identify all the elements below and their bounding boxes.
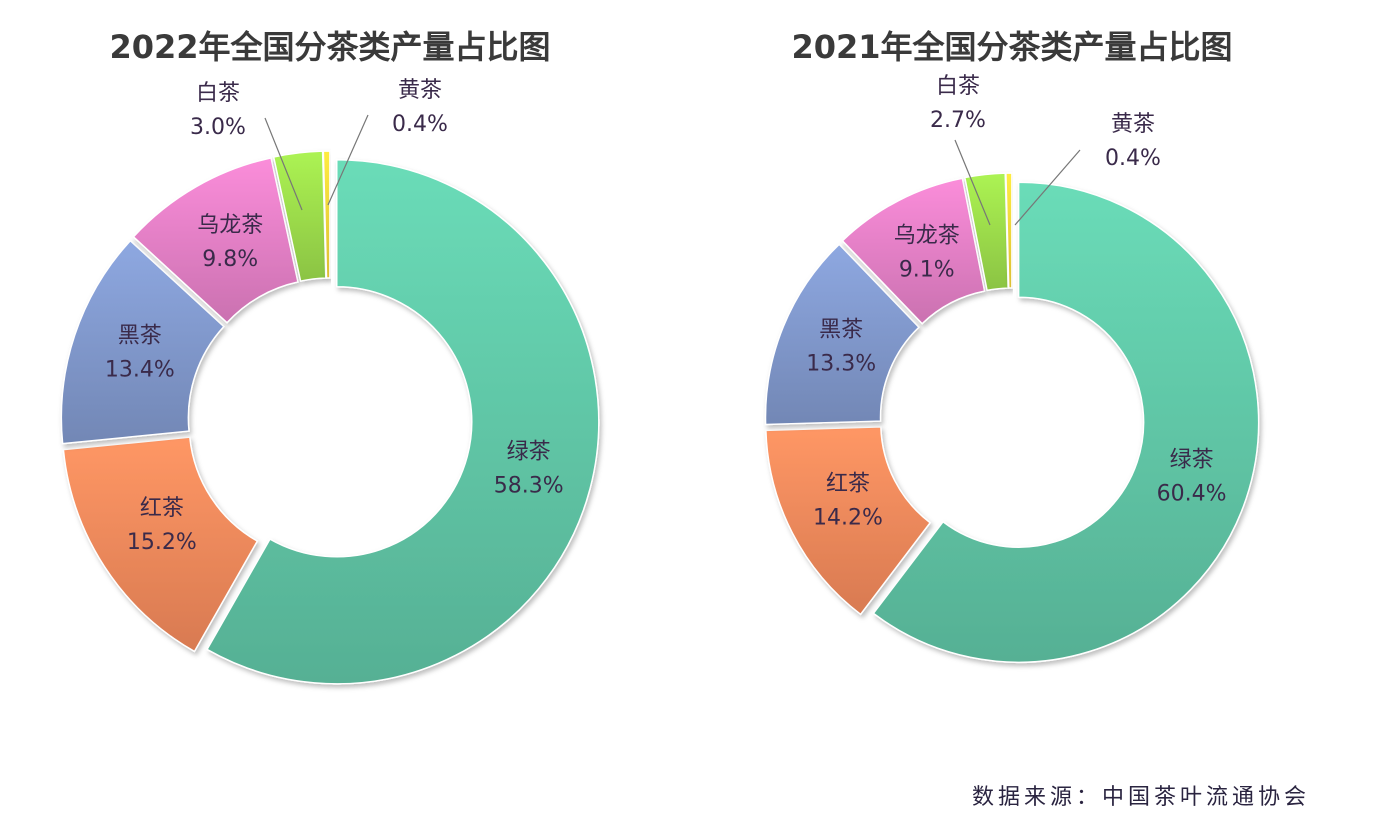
leader-line-white-tea [954,139,991,226]
label-value-dark-tea: 13.3% [806,351,876,376]
slice-yellow-tea [322,150,331,279]
label-category-white-tea: 白茶 [936,74,980,99]
slice-black-red-tea [62,436,259,653]
label-value-oolong-tea: 9.1% [899,257,955,282]
donut-2021: 绿茶 60.4% 红茶 14.2% 黑茶 13.3% 乌龙茶 9.1% 白茶 2.7% 黄茶 0.4% [764,74,1260,663]
label-category-oolong-tea: 乌龙茶 [197,213,263,238]
label-category-dark-tea: 黑茶 [118,324,162,349]
label-category-green-tea: 绿茶 [507,440,551,465]
slice-oolong-tea [841,177,986,325]
label-value-white-tea: 2.7% [930,108,986,133]
leader-line-white-tea [264,117,303,211]
label-category-black-red-tea: 红茶 [140,496,184,521]
label-value-black-red-tea: 14.2% [813,505,883,530]
label-category-dark-tea: 黑茶 [819,317,863,342]
label-category-yellow-tea: 黄茶 [398,78,442,103]
slice-dark-tea [764,243,920,426]
label-category-black-red-tea: 红茶 [826,471,870,496]
slice-dark-tea [60,239,225,445]
leader-line-yellow-tea [1014,149,1081,226]
slice-green-tea [872,181,1260,663]
slice-black-red-tea [765,426,932,616]
label-value-yellow-tea: 0.4% [392,112,448,137]
slice-yellow-tea [1005,172,1013,289]
label-category-green-tea: 绿茶 [1170,447,1214,472]
label-category-yellow-tea: 黄茶 [1111,112,1155,137]
chart-title-2021: 2021年全国分茶类产量占比图 [791,28,1232,66]
label-value-green-tea: 60.4% [1157,481,1227,506]
slice-green-tea [206,159,600,685]
slice-oolong-tea [132,156,299,324]
leader-line-yellow-tea [327,114,369,206]
label-value-green-tea: 58.3% [494,474,564,499]
label-value-yellow-tea: 0.4% [1105,146,1161,171]
source-note: 数据来源：中国茶叶流通协会 [972,785,1310,810]
donut-2022: 绿茶 58.3% 红茶 15.2% 黑茶 13.4% 乌龙茶 9.8% 白茶 3.0% 黄茶 0.4% [60,78,600,685]
label-value-dark-tea: 13.4% [105,358,175,383]
label-category-oolong-tea: 乌龙茶 [894,223,960,248]
label-value-white-tea: 3.0% [190,115,246,140]
chart-title-2022: 2022年全国分茶类产量占比图 [109,28,550,66]
label-value-black-red-tea: 15.2% [127,530,197,555]
label-category-white-tea: 白茶 [196,81,240,106]
label-value-oolong-tea: 9.8% [202,247,258,272]
